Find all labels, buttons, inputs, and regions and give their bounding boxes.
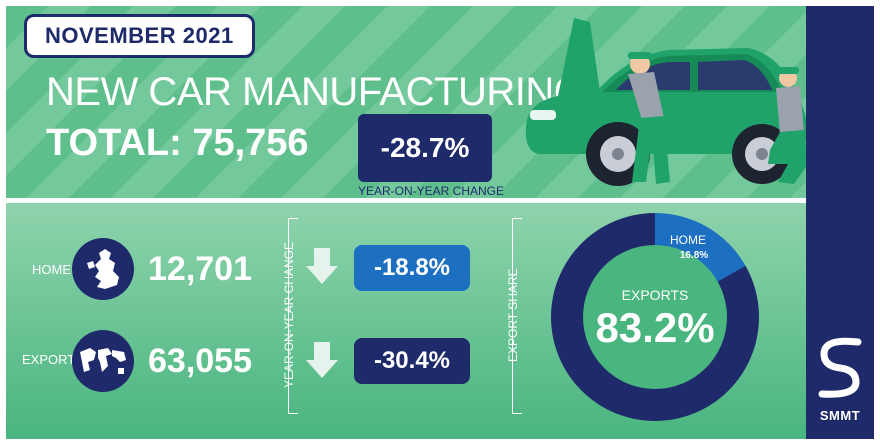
month-label: NOVEMBER 2021: [45, 23, 234, 48]
month-badge: NOVEMBER 2021: [24, 14, 255, 58]
yoy-bracket: [288, 218, 298, 414]
total-yoy-change-value: -28.7%: [380, 132, 470, 163]
brand-name: SMMT: [819, 408, 861, 423]
total-yoy-caption: YEAR-ON-YEAR CHANGE: [358, 184, 505, 198]
page-title: NEW CAR MANUFACTURING: [46, 70, 585, 114]
home-slice-value: 16.8%: [680, 250, 708, 261]
home-label: HOME: [32, 262, 71, 277]
open-hood: [558, 18, 600, 96]
share-bracket: [512, 218, 522, 414]
home-value: 12,701: [148, 250, 252, 288]
uk-outline-icon: [87, 249, 119, 289]
total-production: TOTAL: 75,756: [46, 122, 309, 164]
home-yoy-badge: -18.8%: [354, 245, 470, 291]
export-yoy-badge: -30.4%: [354, 338, 470, 384]
home-slice-label: HOME: [670, 233, 706, 247]
breakdown-yoy-caption: YEAR-ON-YEAR CHANGE: [282, 241, 296, 388]
smmt-logo-icon: [818, 337, 862, 398]
export-label: EXPORT: [22, 352, 76, 367]
export-yoy-value: -30.4%: [373, 347, 451, 374]
donut-center: [583, 245, 727, 389]
donut-center-label: EXPORTS: [622, 287, 689, 303]
car-headlight: [530, 110, 556, 120]
down-arrow-icon: [306, 342, 338, 378]
export-share-caption: EXPORT SHARE: [506, 268, 520, 362]
donut-center-value: 83.2%: [595, 304, 714, 351]
header-panel: NOVEMBER 2021 NEW CAR MANUFACTURING TOTA…: [6, 6, 806, 198]
export-value: 63,055: [148, 342, 252, 380]
total-yoy-change-badge: -28.7%: [358, 114, 492, 182]
home-yoy-value: -18.8%: [373, 254, 451, 281]
uk-map-icon: [72, 238, 134, 300]
export-share-donut: EXPORTS 83.2% HOME 16.8%: [551, 213, 759, 421]
world-outline-icon: [80, 348, 126, 374]
world-map-icon: [72, 330, 134, 392]
car-window-rear: [698, 60, 772, 90]
mechanic-body: [628, 72, 664, 120]
car-mechanics-illustration: [525, 18, 806, 186]
down-arrow-icon: [306, 248, 338, 284]
